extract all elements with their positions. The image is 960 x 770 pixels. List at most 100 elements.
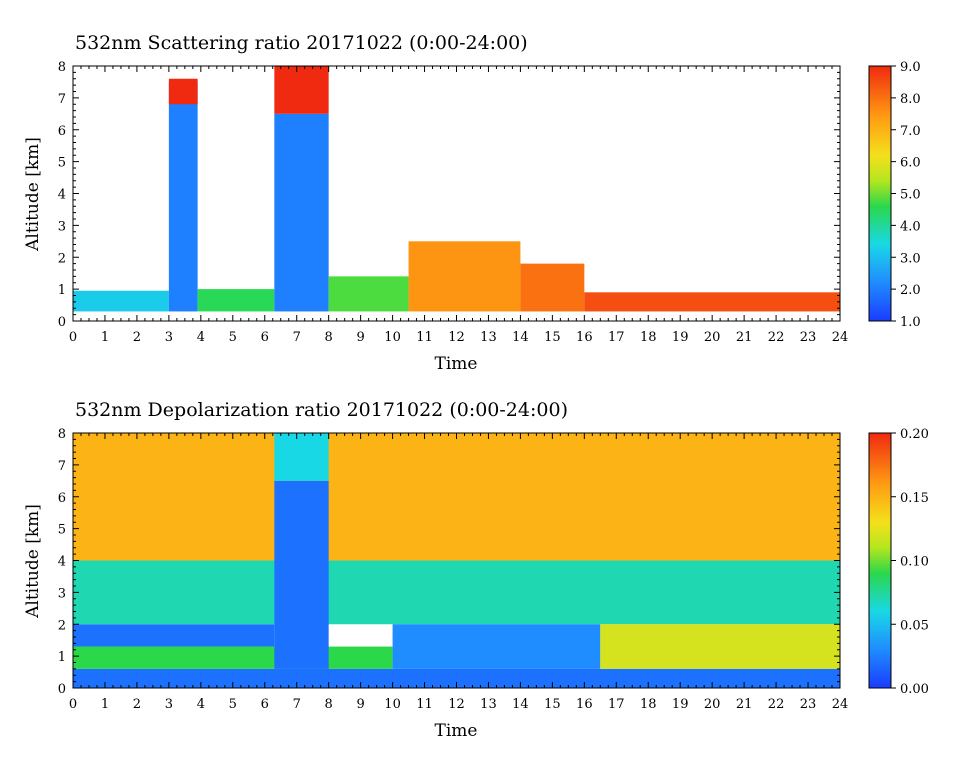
scattering-x-tick-label: 8: [325, 330, 333, 345]
scattering-colorbar-ticks: 1.0 2.0 3.0 4.0 5.0 6.0 7.0 8.0 9.0: [891, 60, 921, 330]
depolarization-y-tick-label: 2: [58, 618, 66, 633]
scattering-colorbar-tick-label: 9.0: [900, 60, 921, 75]
depolarization-x-tick-label: 6: [261, 697, 269, 712]
scattering-colorbar-tick-label: 4.0: [900, 219, 921, 234]
scattering-x-tick-label: 19: [672, 330, 689, 345]
depolarization-plot-area: [73, 433, 840, 688]
scattering-title: 532nm Scattering ratio 20171022 (0:00-24…: [75, 32, 528, 54]
scattering-y-tick-label: 4: [58, 188, 66, 203]
scattering-region-0: [73, 290, 169, 312]
depolarization-y-tick-label: 7: [58, 459, 66, 474]
depolarization-x-label: Time: [435, 721, 478, 741]
depolarization-x-tick-label: 0: [69, 697, 77, 712]
depolarization-x-tick-label: 4: [197, 697, 205, 712]
scattering-region-6: [328, 276, 409, 312]
scattering-x-tick-label: 23: [800, 330, 817, 345]
depolarization-title: 532nm Depolarization ratio 20171022 (0:0…: [75, 399, 568, 421]
scattering-x-tick-label: 2: [133, 330, 141, 345]
depolarization-x-tick-label: 20: [704, 697, 721, 712]
depolarization-x-tick-label: 12: [448, 697, 465, 712]
depolarization-region-2: [73, 624, 275, 647]
scattering-region-9: [584, 292, 840, 312]
scattering-x-tick-label: 20: [704, 330, 721, 345]
scattering-region-5: [274, 66, 329, 114]
scattering-x-label: Time: [435, 354, 478, 374]
scattering-axes: 0 1 2 3 4 5 6 7 8 9 10 11 12 13 14 15 16 17 18 19 20 21 22 23 24…: [58, 60, 849, 345]
depolarization-x-tick-label: 3: [165, 697, 173, 712]
scattering-x-tick-label: 5: [229, 330, 237, 345]
scattering-y-tick-label: 6: [58, 124, 66, 139]
scattering-x-tick-label: 22: [768, 330, 785, 345]
depolarization-colorbar-tick-label: 0.00: [900, 682, 929, 697]
scattering-region-7: [408, 241, 521, 312]
depolarization-y-tick-label: 0: [58, 682, 66, 697]
depolarization-axes: 0 1 2 3 4 5 6 7 8 9 10 11 12 13 14 15 16 17 18 19 20 21 22 23 24…: [58, 427, 849, 712]
depolarization-x-tick-label: 5: [229, 697, 237, 712]
depolarization-y-tick-label: 3: [58, 586, 66, 601]
depolarization-colorbar-tick-label: 0.15: [900, 491, 929, 506]
depolarization-y-tick-label: 5: [58, 523, 66, 538]
depolarization-region-3: [73, 560, 840, 625]
depolarization-region-5: [274, 480, 329, 669]
scattering-panel: 532nm Scattering ratio 20171022 (0:00-24…: [23, 32, 921, 374]
scattering-x-tick-label: 0: [69, 330, 77, 345]
scattering-y-tick-label: 5: [58, 156, 66, 171]
scattering-colorbar-tick-label: 3.0: [900, 251, 921, 266]
depolarization-y-label: Altitude [km]: [23, 504, 43, 619]
scattering-x-tick-label: 11: [416, 330, 433, 345]
depolarization-x-tick-label: 18: [640, 697, 657, 712]
scattering-region-1: [168, 81, 198, 312]
depolarization-x-tick-label: 11: [416, 697, 433, 712]
depolarization-region-7: [392, 624, 601, 669]
depolarization-x-tick-label: 17: [608, 697, 625, 712]
depolarization-x-tick-label: 14: [512, 697, 529, 712]
depolarization-x-tick-label: 9: [356, 697, 364, 712]
scattering-y-tick-label: 0: [58, 315, 66, 330]
scattering-y-tick-label: 8: [58, 60, 66, 75]
scattering-y-tick-label: 2: [58, 251, 66, 266]
depolarization-x-tick-label: 1: [101, 697, 109, 712]
scattering-x-tick-label: 17: [608, 330, 625, 345]
scattering-x-tick-label: 14: [512, 330, 529, 345]
scattering-x-tick-label: 13: [480, 330, 497, 345]
scattering-x-tick-label: 24: [832, 330, 849, 345]
scattering-y-label: Altitude [km]: [23, 137, 43, 252]
scattering-colorbar-tick-label: 6.0: [900, 156, 921, 171]
scattering-region-3: [197, 289, 275, 312]
depolarization-colorbar: [868, 432, 892, 689]
depolarization-region-6: [274, 433, 329, 481]
scattering-x-tick-label: 3: [165, 330, 173, 345]
depolarization-x-tick-label: 22: [768, 697, 785, 712]
depolarization-x-tick-label: 21: [736, 697, 753, 712]
scattering-y-tick-label: 3: [58, 219, 66, 234]
depolarization-x-tick-label: 8: [325, 697, 333, 712]
depolarization-region-1: [73, 646, 393, 669]
depolarization-x-tick-label: 7: [293, 697, 301, 712]
depolarization-x-tick-label: 23: [800, 697, 817, 712]
scattering-x-tick-label: 10: [384, 330, 401, 345]
scattering-x-tick-label: 16: [576, 330, 593, 345]
scattering-region-2: [168, 78, 198, 105]
depolarization-colorbar-ticks: 0.00 0.05 0.10 0.15 0.20: [891, 427, 929, 697]
scattering-colorbar: [868, 65, 892, 322]
scattering-x-tick-label: 9: [356, 330, 364, 345]
depolarization-region-8: [600, 624, 840, 669]
depolarization-y-tick-label: 8: [58, 427, 66, 442]
scattering-y-tick-label: 7: [58, 92, 66, 107]
depolarization-x-tick-label: 13: [480, 697, 497, 712]
scattering-colorbar-tick-label: 1.0: [900, 315, 921, 330]
scattering-x-tick-label: 12: [448, 330, 465, 345]
scattering-colorbar-tick-label: 2.0: [900, 283, 921, 298]
depolarization-colorbar-tick-label: 0.20: [900, 427, 929, 442]
depolarization-y-tick-label: 6: [58, 491, 66, 506]
scattering-y-tick-label: 1: [58, 283, 66, 298]
scattering-region-4: [274, 113, 329, 312]
scattering-colorbar-tick-label: 8.0: [900, 92, 921, 107]
scattering-x-tick-label: 15: [544, 330, 561, 345]
scattering-x-tick-label: 1: [101, 330, 109, 345]
scattering-x-tick-label: 21: [736, 330, 753, 345]
depolarization-colorbar-tick-label: 0.05: [900, 618, 929, 633]
scattering-x-tick-label: 4: [197, 330, 205, 345]
